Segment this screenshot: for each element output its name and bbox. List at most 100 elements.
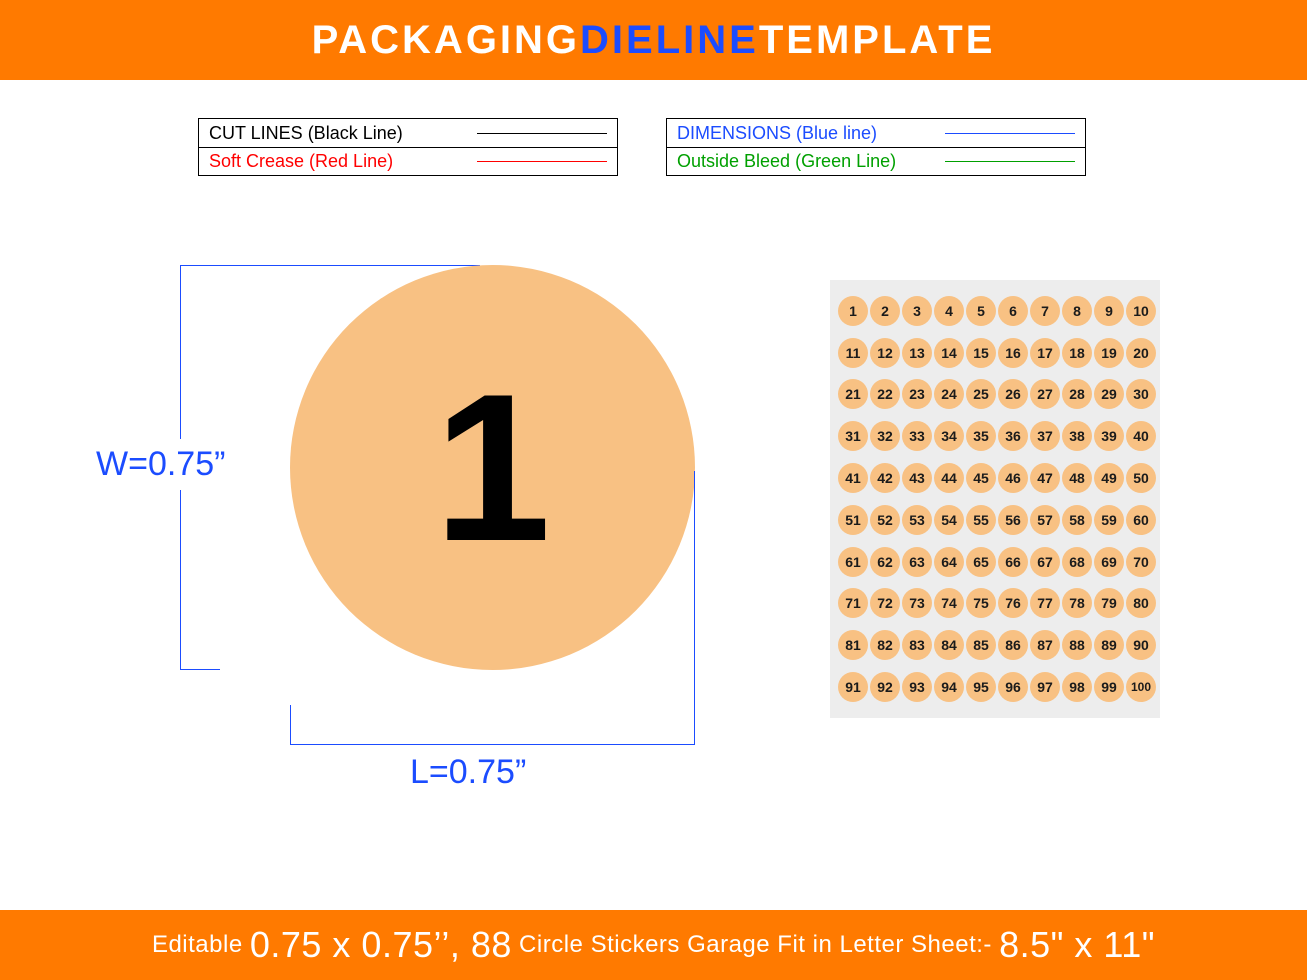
- sticker: 58: [1062, 505, 1092, 535]
- sticker: 1: [838, 296, 868, 326]
- sticker: 84: [934, 630, 964, 660]
- sticker: 42: [870, 463, 900, 493]
- legend-box-right: DIMENSIONS (Blue line) Outside Bleed (Gr…: [666, 118, 1086, 176]
- sticker: 46: [998, 463, 1028, 493]
- sticker: 28: [1062, 379, 1092, 409]
- legend-row: CUT LINES (Black Line): [199, 119, 617, 147]
- sticker: 41: [838, 463, 868, 493]
- sticker: 40: [1126, 421, 1156, 451]
- big-circle: 1: [290, 265, 695, 670]
- sticker: 98: [1062, 672, 1092, 702]
- sticker: 77: [1030, 588, 1060, 618]
- sticker: 59: [1094, 505, 1124, 535]
- sticker: 99: [1094, 672, 1124, 702]
- sticker: 16: [998, 338, 1028, 368]
- sticker: 76: [998, 588, 1028, 618]
- legend-row: Outside Bleed (Green Line): [667, 147, 1085, 175]
- sticker: 9: [1094, 296, 1124, 326]
- sticker: 68: [1062, 547, 1092, 577]
- sticker: 24: [934, 379, 964, 409]
- sticker: 37: [1030, 421, 1060, 451]
- sticker: 3: [902, 296, 932, 326]
- sticker: 23: [902, 379, 932, 409]
- sticker: 14: [934, 338, 964, 368]
- sticker: 78: [1062, 588, 1092, 618]
- sticker: 36: [998, 421, 1028, 451]
- sticker: 15: [966, 338, 996, 368]
- sticker: 51: [838, 505, 868, 535]
- sticker: 13: [902, 338, 932, 368]
- sticker: 72: [870, 588, 900, 618]
- dim-l-extension: [694, 471, 695, 706]
- sticker: 62: [870, 547, 900, 577]
- sticker: 54: [934, 505, 964, 535]
- sticker: 43: [902, 463, 932, 493]
- legend-line-dim: [945, 133, 1075, 134]
- sticker: 52: [870, 505, 900, 535]
- sticker: 64: [934, 547, 964, 577]
- sticker: 25: [966, 379, 996, 409]
- sticker: 17: [1030, 338, 1060, 368]
- sticker: 27: [1030, 379, 1060, 409]
- sticker: 12: [870, 338, 900, 368]
- sticker: 67: [1030, 547, 1060, 577]
- sticker: 71: [838, 588, 868, 618]
- sticker: 93: [902, 672, 932, 702]
- sticker: 39: [1094, 421, 1124, 451]
- footer-prefix: Editable: [152, 931, 250, 959]
- sticker: 66: [998, 547, 1028, 577]
- dim-w-label: W=0.75”: [92, 439, 229, 490]
- sticker: 47: [1030, 463, 1060, 493]
- legend-label-cut: CUT LINES (Black Line): [209, 123, 477, 144]
- sticker-sheet: 1234567891011121314151617181920212223242…: [830, 280, 1160, 718]
- sticker: 31: [838, 421, 868, 451]
- sticker: 74: [934, 588, 964, 618]
- sticker: 60: [1126, 505, 1156, 535]
- sticker: 44: [934, 463, 964, 493]
- sticker: 61: [838, 547, 868, 577]
- sticker: 87: [1030, 630, 1060, 660]
- sticker: 50: [1126, 463, 1156, 493]
- dim-l-bracket: [290, 705, 695, 745]
- sticker: 85: [966, 630, 996, 660]
- legend-label-bleed: Outside Bleed (Green Line): [677, 151, 945, 172]
- sticker: 75: [966, 588, 996, 618]
- sticker: 45: [966, 463, 996, 493]
- footer-middle: Circle Stickers Garage Fit in Letter She…: [512, 931, 999, 959]
- sticker: 82: [870, 630, 900, 660]
- legend-box-left: CUT LINES (Black Line) Soft Crease (Red …: [198, 118, 618, 176]
- footer-size: 0.75 x 0.75’’, 88: [250, 924, 512, 966]
- sticker: 83: [902, 630, 932, 660]
- big-circle-number: 1: [434, 363, 551, 573]
- sticker: 53: [902, 505, 932, 535]
- sticker: 80: [1126, 588, 1156, 618]
- sticker: 5: [966, 296, 996, 326]
- header-word-3: TEMPLATE: [759, 18, 996, 63]
- sticker: 88: [1062, 630, 1092, 660]
- sticker: 56: [998, 505, 1028, 535]
- sticker: 11: [838, 338, 868, 368]
- legend-line-bleed: [945, 161, 1075, 162]
- sticker: 19: [1094, 338, 1124, 368]
- legend-line-cut: [477, 133, 607, 134]
- sticker: 30: [1126, 379, 1156, 409]
- sticker: 86: [998, 630, 1028, 660]
- sticker: 73: [902, 588, 932, 618]
- sticker: 21: [838, 379, 868, 409]
- header-word-1: PACKAGING: [312, 18, 580, 63]
- legend-label-crease: Soft Crease (Red Line): [209, 151, 477, 172]
- sticker: 34: [934, 421, 964, 451]
- sticker: 8: [1062, 296, 1092, 326]
- footer-bar: Editable 0.75 x 0.75’’, 88 Circle Sticke…: [0, 910, 1307, 980]
- sticker: 95: [966, 672, 996, 702]
- sticker: 38: [1062, 421, 1092, 451]
- sticker: 26: [998, 379, 1028, 409]
- sticker: 100: [1126, 672, 1156, 702]
- sticker: 35: [966, 421, 996, 451]
- diagram: W=0.75” 1 L=0.75”: [100, 245, 780, 805]
- sticker: 65: [966, 547, 996, 577]
- sticker: 57: [1030, 505, 1060, 535]
- header-bar: PACKAGING DIELINE TEMPLATE: [0, 0, 1307, 80]
- dim-w-extension: [220, 265, 480, 266]
- legend-row: Soft Crease (Red Line): [199, 147, 617, 175]
